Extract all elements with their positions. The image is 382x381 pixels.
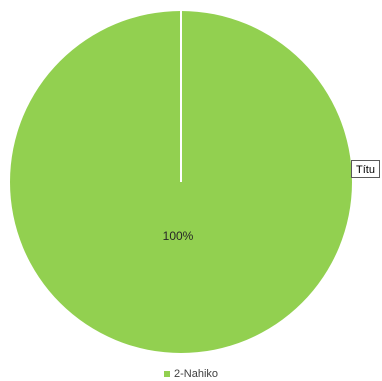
legend-item: 2-Nahiko: [163, 367, 219, 381]
legend-label: 2-Nahiko: [173, 368, 219, 380]
slice-data-label: 100%: [163, 229, 194, 243]
pie-slices: [10, 11, 352, 353]
legend: 2-Nahiko: [0, 367, 382, 381]
tooltip-text: Títu: [356, 164, 375, 176]
title-tooltip: Títu: [351, 160, 380, 178]
legend-swatch: [163, 371, 170, 377]
